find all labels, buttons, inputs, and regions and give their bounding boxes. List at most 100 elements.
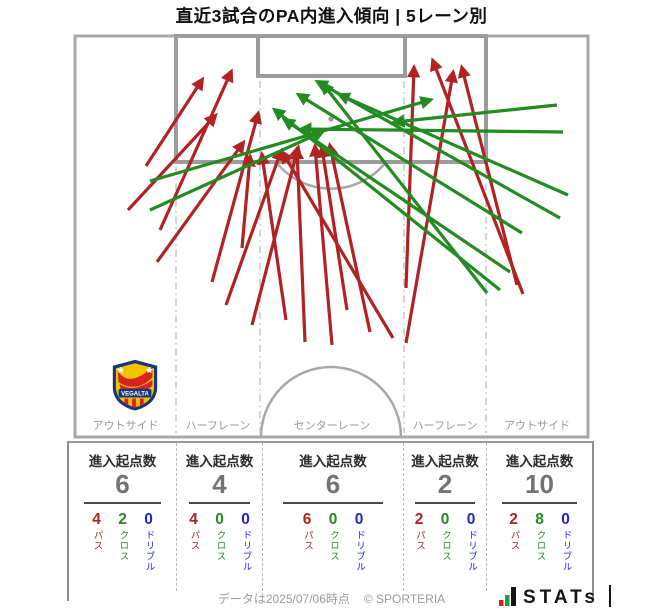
crest-eagle-swoosh <box>117 367 153 387</box>
page-title: 直近3試合のPA内進入傾向 | 5レーン別 <box>175 6 488 26</box>
pass-arrow <box>404 63 421 289</box>
penalty-arc <box>275 161 387 190</box>
pass-label: パス <box>91 529 103 551</box>
entry-total: 6 <box>115 469 130 499</box>
entry-arrows-layer <box>126 57 569 346</box>
pass-arrow <box>155 139 246 263</box>
stat-separator <box>188 501 251 504</box>
brand-divider <box>608 585 612 607</box>
stats-column-outside-right: 進入起点数 10 2 パス 8 クロス 0 ドリブル <box>486 443 592 591</box>
stat-separator <box>282 501 384 504</box>
pass-label: パス <box>508 529 520 551</box>
cross-arrow <box>297 122 564 136</box>
stat-separator <box>501 501 578 504</box>
pass-arrow <box>309 142 334 346</box>
dribble-count: 0 <box>144 510 153 528</box>
pass-arrow <box>126 113 218 212</box>
team-crest: VEGALTA <box>112 359 158 411</box>
crest-stripe <box>124 398 129 406</box>
cross-label: クロス <box>117 529 129 562</box>
stats-brand-logo: STATs <box>499 585 612 608</box>
dribble-label: ドリブル <box>466 529 477 572</box>
stat-header: 進入起点数 <box>299 454 367 469</box>
entry-total: 10 <box>525 469 554 499</box>
cross-count: 8 <box>535 510 544 528</box>
lane-label-half-right: ハーフレーン <box>412 420 478 432</box>
bar-chart-icon <box>499 587 516 606</box>
cross-arrow <box>320 80 489 294</box>
cross-arrow <box>295 92 523 235</box>
breakdown-row: 4 パス 0 クロス 0 ドリブル <box>177 511 262 572</box>
pass-arrow <box>240 152 256 249</box>
pass-count: 4 <box>92 510 101 528</box>
penalty-spot <box>328 116 334 122</box>
pass-label: パス <box>188 529 200 551</box>
cross-label: クロス <box>534 529 546 562</box>
stats-column-half-left: 進入起点数 4 4 パス 0 クロス 0 ドリブル <box>176 443 262 591</box>
dribble-count: 0 <box>466 510 476 528</box>
pass-count: 2 <box>414 510 424 528</box>
goal-area <box>256 34 407 78</box>
cross-arrow <box>336 92 569 197</box>
pass-arrow <box>290 145 307 343</box>
cross-count: 2 <box>118 510 127 528</box>
stat-header: 進入起点数 <box>505 454 574 469</box>
crest-star-left <box>117 366 124 374</box>
stat-header: 進入起点数 <box>185 454 254 469</box>
stats-column-half-right: 進入起点数 2 2 パス 0 クロス 0 ドリブル <box>403 443 486 591</box>
lane-stats-columns: 進入起点数 6 4 パス 2 クロス 0 ドリブル 進入起点数 4 4 パス 0 クロス … <box>69 443 592 591</box>
crest-banner <box>118 388 152 398</box>
footer: データは2025/07/06時点 © SPORTERIA <box>0 590 663 607</box>
cross-label: クロス <box>214 529 226 562</box>
breakdown-row: 4 パス 2 クロス 0 ドリブル <box>69 511 176 572</box>
pass-count: 4 <box>189 510 198 528</box>
brand-wordmark: STATs <box>523 587 599 608</box>
cross-arrow <box>390 103 558 128</box>
pass-arrow <box>457 64 519 286</box>
stats-column-center: 進入起点数 6 6 パス 0 クロス 0 ドリブル <box>262 443 403 591</box>
copyright: © SPORTERIA <box>363 592 446 606</box>
lane-label-outside-right: アウトサイド <box>504 420 570 432</box>
stat-separator <box>415 501 475 504</box>
pass-arrow <box>210 110 262 283</box>
crest-star-right <box>146 366 153 374</box>
data-date-note: データは2025/07/06時点 <box>217 592 350 606</box>
dribble-label: ドリブル <box>143 529 155 572</box>
center-circle <box>259 365 403 438</box>
lane-stats-table: 進入起点数 6 4 パス 2 クロス 0 ドリブル 進入起点数 4 4 パス 0 クロス … <box>67 441 594 601</box>
breakdown-row: 2 パス 8 クロス 0 ドリブル <box>487 511 592 572</box>
entry-total: 6 <box>325 469 341 499</box>
stats-column-outside-left: 進入起点数 6 4 パス 2 クロス 0 ドリブル <box>69 443 176 591</box>
breakdown-row: 2 パス 0 クロス 0 ドリブル <box>404 511 486 572</box>
entry-total: 2 <box>437 469 453 499</box>
pass-count: 2 <box>509 510 518 528</box>
crest-stripe <box>139 398 144 407</box>
dribble-count: 0 <box>354 510 364 528</box>
cross-count: 0 <box>215 510 224 528</box>
pass-arrow <box>256 151 288 321</box>
pass-label: パス <box>302 529 313 551</box>
pass-arrow <box>224 147 285 306</box>
stat-separator <box>83 501 162 504</box>
stat-header: 進入起点数 <box>88 454 157 469</box>
cross-count: 0 <box>328 510 338 528</box>
cross-label: クロス <box>440 529 451 562</box>
entry-total: 4 <box>212 469 227 499</box>
lane-label-half-left: ハーフレーン <box>185 420 251 432</box>
pass-arrow <box>144 76 205 167</box>
pass-count: 6 <box>302 510 312 528</box>
dribble-label: ドリブル <box>354 529 365 572</box>
cross-arrow <box>149 129 326 212</box>
dribble-label: ドリブル <box>560 529 572 572</box>
crest-banner-text: VEGALTA <box>121 392 149 398</box>
cross-arrow <box>281 117 511 274</box>
cross-label: クロス <box>328 529 339 562</box>
pass-arrow <box>158 68 234 231</box>
lane-label-outside-left: アウトサイド <box>92 420 159 432</box>
lane-label-center: センターレーン <box>293 420 371 432</box>
dribble-count: 0 <box>561 510 570 528</box>
dribble-label: ドリブル <box>240 529 252 572</box>
crest-stripe <box>132 398 136 408</box>
